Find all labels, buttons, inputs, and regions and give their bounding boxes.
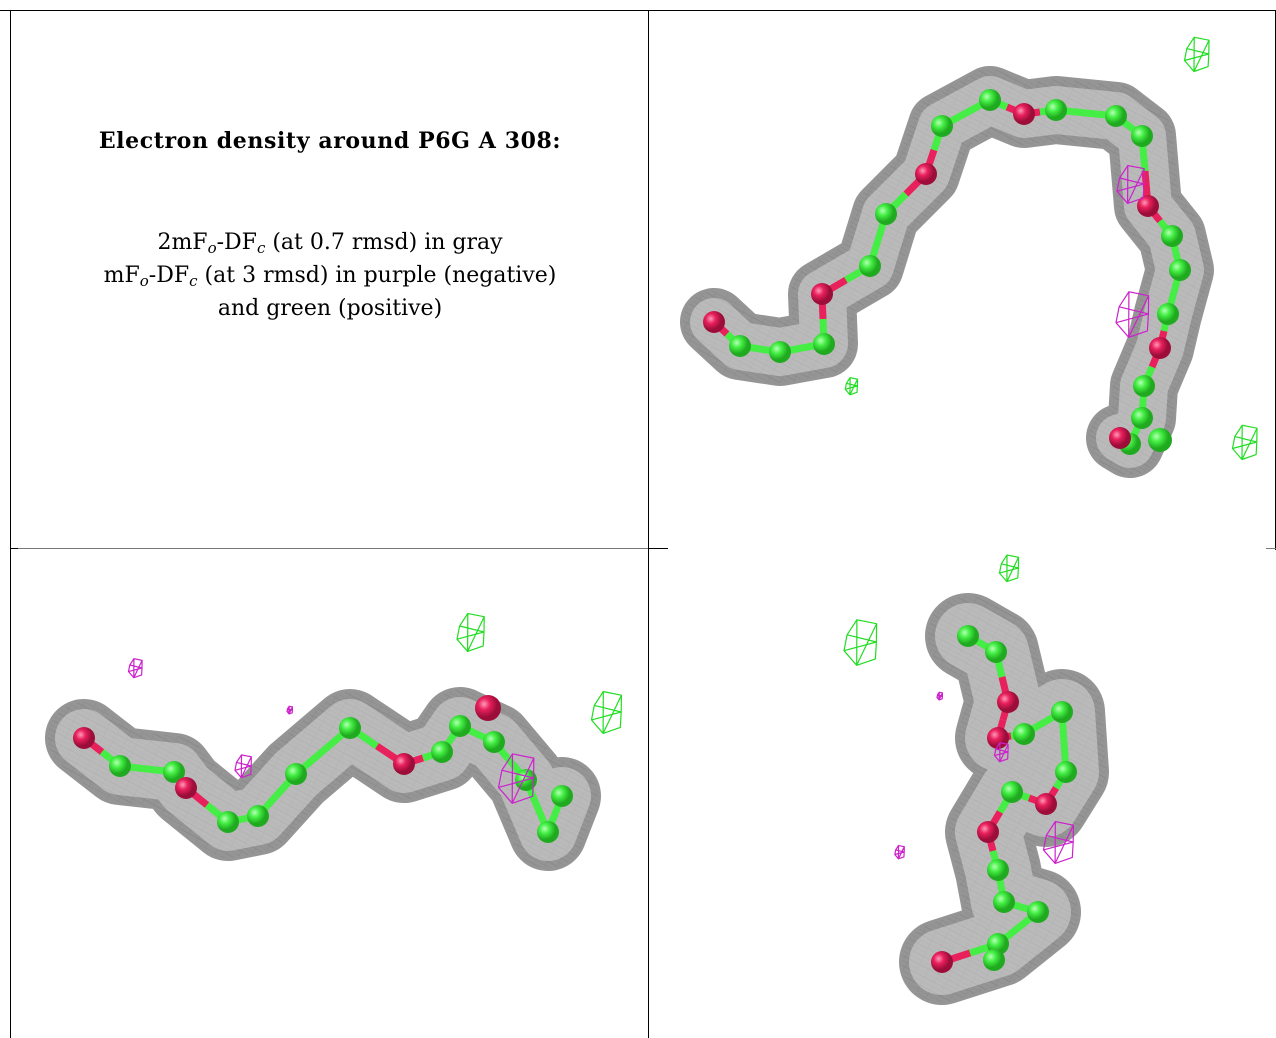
legend-line-fofc: mFo-DFc (at 3 rmsd) in purple (negative)	[40, 259, 620, 292]
oxygen-atom	[915, 163, 937, 185]
legend-text: mF	[103, 263, 140, 288]
legend-text: (at 3 rmsd) in purple (negative)	[197, 263, 557, 288]
oxygen-atom	[811, 283, 833, 305]
carbon-atom	[993, 891, 1015, 913]
oxygen-atom	[393, 753, 415, 775]
carbon-atom	[1157, 303, 1179, 325]
carbon-atom	[931, 115, 953, 137]
carbon-atom	[431, 741, 453, 763]
negative-density-blob	[286, 705, 293, 715]
legend-text: (at 0.7 rmsd) in gray	[265, 230, 503, 255]
carbon-atom	[729, 335, 751, 357]
carbon-atom	[1045, 99, 1067, 121]
oxygen-atom	[475, 695, 501, 721]
density-image	[843, 554, 1109, 1005]
negative-density-blob	[127, 658, 143, 679]
negative-density-blob	[234, 754, 252, 779]
legend-subscript: o	[207, 239, 217, 257]
negative-density-blob	[894, 844, 905, 860]
negative-density-blob	[1115, 291, 1150, 338]
table-middle-rule	[648, 10, 649, 1038]
density-view-top-right	[652, 14, 1272, 544]
carbon-atom	[859, 255, 881, 277]
carbon-atom	[813, 333, 835, 355]
legend-text: -DF	[148, 263, 190, 288]
carbon-atom	[1131, 125, 1153, 147]
carbon-atom	[1148, 428, 1172, 452]
legend-line-2fofc: 2mFo-DFc (at 0.7 rmsd) in gray	[40, 226, 620, 259]
carbon-atom	[339, 717, 361, 739]
carbon-atom	[551, 785, 573, 807]
table-row-rule-right-tick	[1266, 548, 1276, 549]
oxygen-atom	[997, 691, 1019, 713]
legend-text: 2mF	[157, 230, 208, 255]
carbon-atom	[1055, 761, 1077, 783]
carbon-atom	[985, 641, 1007, 663]
positive-density-blob	[590, 690, 623, 735]
oxygen-atom	[1109, 427, 1131, 449]
carbon-atom	[1161, 225, 1183, 247]
table-row-rule	[10, 548, 648, 549]
table-left-rule	[10, 10, 11, 1038]
oxygen-atom	[1013, 103, 1035, 125]
oxygen-atom	[977, 821, 999, 843]
density-view-bottom-right	[652, 552, 1272, 1036]
carbon-atom	[1105, 105, 1127, 127]
negative-density-blob	[936, 691, 943, 701]
carbon-atom	[537, 821, 559, 843]
carbon-atom	[217, 811, 239, 833]
oxygen-atom	[1137, 195, 1159, 217]
carbon-atom	[979, 89, 1001, 111]
positive-density-blob	[844, 377, 859, 396]
legend-subscript: o	[139, 272, 149, 290]
carbon-atom	[1013, 723, 1035, 745]
carbon-atom	[1169, 259, 1191, 281]
oxygen-atom	[931, 951, 953, 973]
positive-density-blob	[843, 619, 878, 666]
carbon-atom	[1027, 901, 1049, 923]
carbon-atom	[163, 761, 185, 783]
oxygen-atom	[1149, 337, 1171, 359]
carbon-atom	[285, 763, 307, 785]
carbon-atom	[769, 341, 791, 363]
carbon-atom	[1001, 781, 1023, 803]
oxygen-atom	[175, 777, 197, 799]
carbon-atom	[987, 859, 1009, 881]
map-legend: 2mFo-DFc (at 0.7 rmsd) in gray mFo-DFc (…	[40, 226, 620, 325]
carbon-atom	[483, 731, 505, 753]
negative-density-blob	[1116, 164, 1145, 205]
table-row-rule-tick	[648, 548, 668, 549]
carbon-atom	[957, 625, 979, 647]
legend-text: -DF	[216, 230, 257, 255]
legend-subscript: c	[189, 272, 198, 290]
carbon-atom	[449, 715, 471, 737]
legend-line-colors: and green (positive)	[217, 296, 443, 321]
negative-density-blob	[1042, 820, 1075, 865]
carbon-atom	[1133, 375, 1155, 397]
positive-density-blob	[998, 554, 1020, 583]
density-view-bottom-left	[14, 552, 644, 1036]
caption-cell: Electron density around P6G A 308: 2mFo-…	[40, 128, 620, 325]
negative-density-blob	[993, 742, 1009, 763]
table-top-rule	[0, 10, 1276, 11]
density-image	[45, 612, 623, 871]
legend-subscript: c	[256, 239, 266, 257]
carbon-atom	[875, 203, 897, 225]
carbon-atom	[1051, 701, 1073, 723]
oxygen-atom	[73, 727, 95, 749]
table-row-rule-left-tick	[10, 548, 18, 549]
carbon-atom	[109, 755, 131, 777]
oxygen-atom	[703, 311, 725, 333]
positive-density-blob	[456, 612, 485, 653]
density-image	[680, 36, 1258, 478]
caption-title: Electron density around P6G A 308:	[98, 128, 562, 154]
negative-density-blob	[497, 753, 535, 804]
carbon-atom	[983, 949, 1005, 971]
positive-density-blob	[1183, 36, 1210, 73]
carbon-atom	[1131, 407, 1153, 429]
carbon-atom	[247, 805, 269, 827]
positive-density-blob	[1231, 424, 1258, 461]
oxygen-atom	[1035, 793, 1057, 815]
